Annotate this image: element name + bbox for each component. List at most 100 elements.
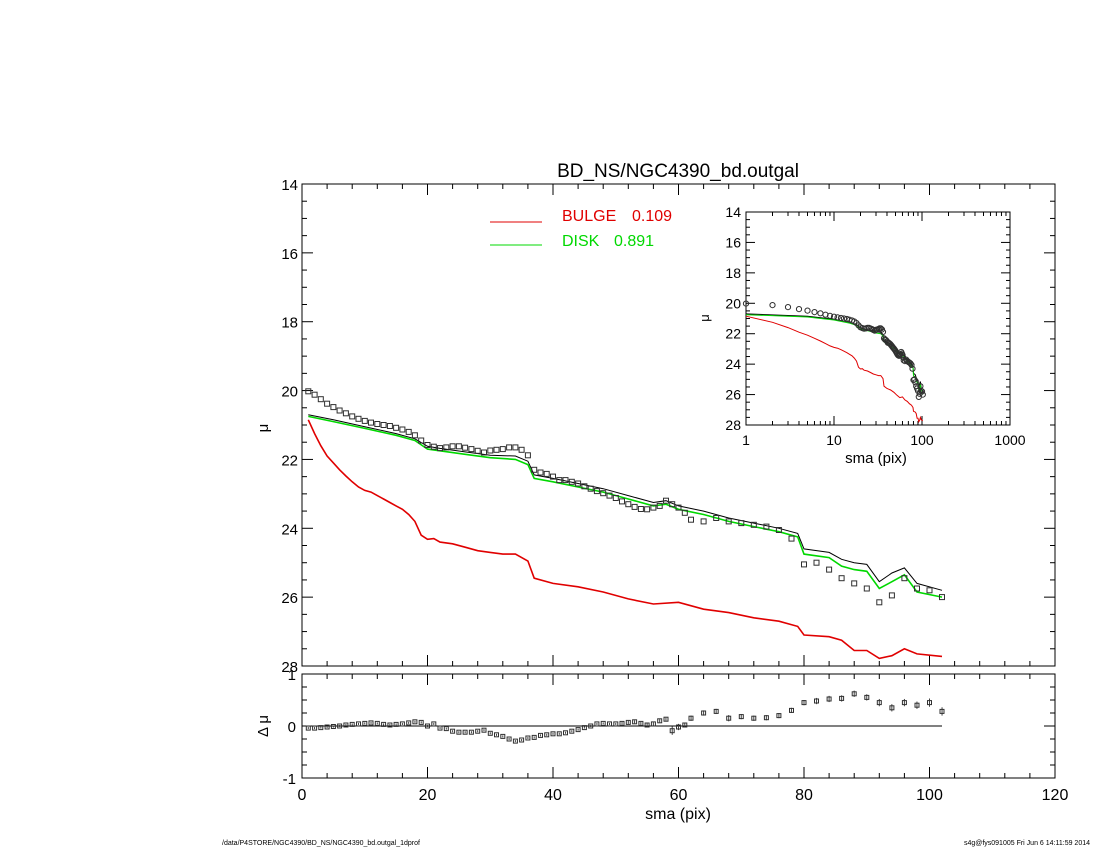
legend-bulge-value: 0.109	[632, 208, 672, 225]
residual-point	[663, 716, 669, 722]
observed-point	[606, 492, 613, 499]
observed-point	[305, 388, 312, 395]
residual-point	[575, 727, 581, 733]
observed-point	[361, 417, 368, 424]
observed-point	[669, 501, 676, 508]
observed-point	[775, 527, 782, 533]
residual-point	[600, 720, 606, 726]
residual-point	[581, 725, 587, 731]
inset-y-tick-label: 18	[725, 265, 741, 281]
residual-point	[789, 707, 794, 713]
x-tick-label: 20	[419, 787, 437, 804]
inset-y-tick-label: 20	[725, 295, 741, 311]
residual-point	[406, 720, 412, 726]
residual-point	[914, 702, 920, 708]
observed-point	[418, 437, 425, 444]
residual-point	[431, 721, 437, 727]
observed-point	[612, 495, 619, 501]
residual-point	[839, 695, 845, 701]
residual-point	[701, 710, 707, 716]
residual-point	[374, 720, 380, 726]
residual-point	[556, 731, 562, 737]
observed-point	[763, 523, 770, 530]
inset-ticks	[745, 211, 1010, 426]
observed-point	[405, 428, 412, 435]
residual-point	[657, 718, 663, 724]
chart-title: BD_NS/NGC4390_bd.outgal	[557, 161, 799, 182]
residual-point	[531, 734, 537, 740]
observed-point	[725, 518, 732, 525]
residual-point	[569, 728, 575, 734]
inset-y-tick-label: 24	[725, 356, 741, 372]
observed-point	[374, 421, 381, 427]
legend-disk-name: DISK	[562, 233, 600, 250]
inset-observed-point	[879, 328, 887, 335]
residual-point	[312, 725, 318, 731]
x-tick-label: 0	[298, 787, 307, 804]
residual-point	[625, 719, 631, 725]
observed-point	[462, 444, 469, 451]
inset-observed-point	[909, 365, 916, 372]
footer-stamp: s4g@fys091005 Fri Jun 6 14:11:59 2014	[963, 840, 1090, 847]
main-y-tick-label: 22	[281, 452, 298, 469]
residual-point	[927, 700, 932, 706]
inset-y-tick-label: 26	[725, 387, 741, 403]
observed-point	[600, 490, 607, 497]
x-tick-label: 100	[916, 787, 943, 804]
residual-point	[851, 691, 857, 697]
inset-x-tick-label: 100	[910, 432, 934, 448]
observed-point	[587, 485, 594, 492]
inset-y-tick-label: 22	[725, 326, 741, 342]
observed-point	[863, 585, 870, 592]
observed-point	[537, 469, 544, 476]
observed-point	[487, 447, 494, 454]
observed-point	[788, 535, 795, 542]
observed-point	[939, 594, 945, 601]
observed-point	[593, 488, 600, 495]
residual-point	[563, 730, 568, 736]
main-y-tick-label: 24	[281, 521, 298, 538]
observed-point	[524, 452, 531, 459]
series-total-line	[308, 414, 943, 591]
residual-point	[362, 720, 368, 726]
observed-point	[342, 410, 349, 417]
observed-point	[644, 506, 651, 513]
observed-point	[637, 506, 644, 512]
observed-point	[631, 503, 638, 510]
residual-point	[425, 723, 430, 729]
main-y-tick-label: 18	[281, 315, 298, 332]
inset-observed-point	[919, 391, 926, 398]
residual-point	[901, 700, 907, 706]
main-y-tick-label: 20	[281, 384, 298, 401]
residual-point	[864, 694, 870, 700]
x-tick-label: 80	[795, 787, 813, 804]
observed-point	[455, 443, 462, 450]
inset-observed-point	[918, 387, 925, 394]
x-tick-label: 40	[544, 787, 562, 804]
observed-point	[926, 587, 933, 594]
inset-x-tick-label: 10	[826, 432, 842, 448]
observed-point	[336, 407, 343, 414]
observed-point	[838, 575, 845, 582]
residual-point	[468, 729, 474, 735]
residual-point	[650, 721, 656, 727]
residual-point	[688, 715, 694, 721]
x-axis-label: sma (pix)	[645, 806, 711, 823]
residual-point	[550, 731, 556, 737]
x-tick-label: 120	[1042, 787, 1069, 804]
inset-observed-point	[784, 304, 792, 311]
observed-point	[518, 446, 525, 453]
inset-x-tick-label: 1000	[994, 432, 1025, 448]
main-y-tick-labels: 14 16 18 20 22 24 26 28	[281, 177, 298, 676]
observed-point	[368, 419, 374, 426]
series-disk-line	[308, 415, 943, 598]
residual-point	[801, 700, 807, 706]
residual-point	[889, 705, 895, 711]
main-ticks	[301, 183, 1056, 667]
x-tick-label: 60	[670, 787, 688, 804]
residual-point	[826, 696, 832, 702]
observed-point	[437, 445, 443, 452]
inset-observed-point	[908, 361, 915, 368]
